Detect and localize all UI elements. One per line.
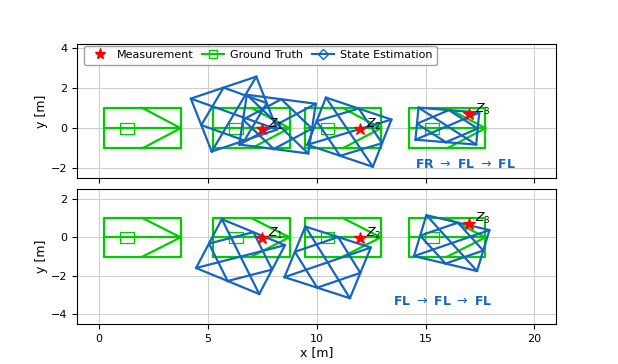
Text: $Z_1$: $Z_1$ bbox=[268, 116, 283, 132]
Text: $Z_3$: $Z_3$ bbox=[475, 102, 490, 116]
Text: $Z_2$: $Z_2$ bbox=[366, 116, 381, 132]
X-axis label: x [m]: x [m] bbox=[300, 347, 334, 360]
Text: FR $\rightarrow$ FL $\rightarrow$ FL: FR $\rightarrow$ FL $\rightarrow$ FL bbox=[415, 158, 515, 171]
Y-axis label: y [m]: y [m] bbox=[35, 94, 48, 128]
Text: $Z_2$: $Z_2$ bbox=[366, 226, 381, 241]
Y-axis label: y [m]: y [m] bbox=[35, 240, 48, 273]
Legend: Measurement, Ground Truth, State Estimation: Measurement, Ground Truth, State Estimat… bbox=[84, 46, 436, 65]
Text: $Z_3$: $Z_3$ bbox=[475, 211, 490, 226]
Text: FL $\rightarrow$ FL $\rightarrow$ FL: FL $\rightarrow$ FL $\rightarrow$ FL bbox=[393, 295, 492, 308]
Text: $Z_1$: $Z_1$ bbox=[268, 226, 283, 241]
